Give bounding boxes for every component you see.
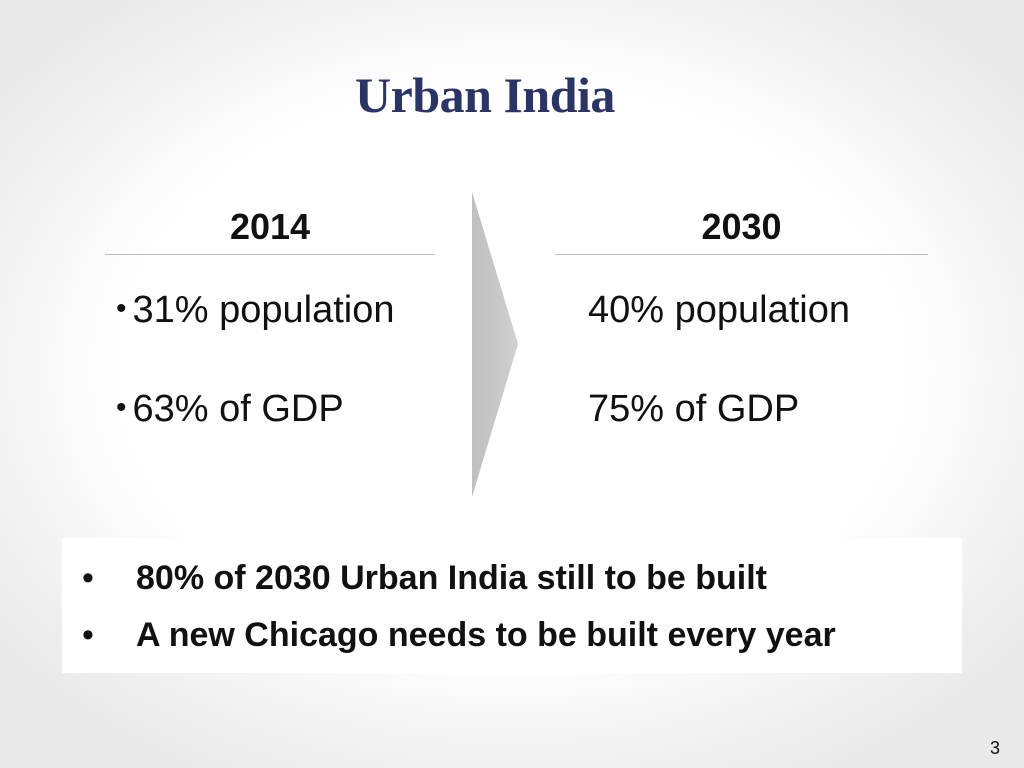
left-stat-population-text: 31% population bbox=[132, 289, 395, 331]
bottom-bullet-item: • 80% of 2030 Urban India still to be bui… bbox=[82, 559, 767, 598]
left-stat-population: • 31% population bbox=[116, 289, 395, 332]
bullet-icon: • bbox=[116, 391, 127, 424]
left-column-divider bbox=[105, 254, 435, 255]
right-stat-gdp: 75% of GDP bbox=[588, 388, 800, 430]
page-number: 3 bbox=[989, 738, 1000, 758]
left-stat-gdp-text: 63% of GDP bbox=[132, 388, 344, 430]
left-stat-gdp: • 63% of GDP bbox=[116, 388, 344, 431]
right-column-divider bbox=[555, 254, 928, 255]
left-column-heading: 2014 bbox=[229, 206, 311, 247]
bottom-bullet-item: • A new Chicago needs to be built every y… bbox=[82, 616, 836, 655]
slide-title: Urban India bbox=[355, 67, 615, 123]
bullet-icon: • bbox=[116, 292, 127, 325]
bottom-bullet-text: A new Chicago needs to be built every ye… bbox=[136, 616, 836, 654]
right-column-heading: 2030 bbox=[701, 206, 782, 247]
right-stat-population: 40% population bbox=[588, 289, 850, 331]
bullet-icon: • bbox=[82, 559, 94, 597]
bottom-bullet-text: 80% of 2030 Urban India still to be buil… bbox=[136, 559, 768, 597]
bullet-icon: • bbox=[82, 616, 94, 654]
chevron-arrow-icon bbox=[472, 192, 518, 497]
bottom-bullets-panel: • 80% of 2030 Urban India still to be bui… bbox=[62, 538, 962, 673]
